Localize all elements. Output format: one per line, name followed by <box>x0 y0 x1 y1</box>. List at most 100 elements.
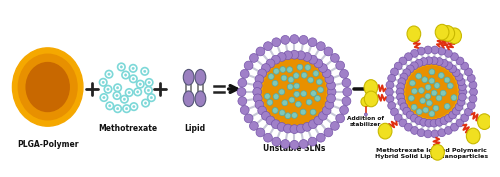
Circle shape <box>120 95 128 103</box>
Circle shape <box>144 87 152 94</box>
Circle shape <box>448 83 453 89</box>
Circle shape <box>244 61 253 70</box>
Circle shape <box>336 61 344 70</box>
Circle shape <box>398 98 406 106</box>
Circle shape <box>267 99 273 105</box>
Circle shape <box>450 123 458 131</box>
Text: Lipid: Lipid <box>184 124 205 133</box>
Circle shape <box>104 85 112 93</box>
Circle shape <box>302 53 312 61</box>
Circle shape <box>324 47 333 56</box>
Circle shape <box>422 107 428 113</box>
Circle shape <box>132 105 135 108</box>
Circle shape <box>416 109 422 115</box>
Ellipse shape <box>12 48 83 126</box>
Circle shape <box>456 119 464 127</box>
Circle shape <box>435 58 443 65</box>
Circle shape <box>254 81 262 90</box>
Circle shape <box>268 74 274 79</box>
Circle shape <box>425 57 433 65</box>
Circle shape <box>264 133 272 142</box>
Circle shape <box>457 98 465 106</box>
Ellipse shape <box>184 69 194 85</box>
Circle shape <box>300 91 306 97</box>
Circle shape <box>272 38 280 47</box>
Circle shape <box>400 103 408 111</box>
Circle shape <box>290 140 299 149</box>
Circle shape <box>126 89 133 96</box>
Ellipse shape <box>400 60 463 124</box>
Circle shape <box>444 103 450 109</box>
Circle shape <box>281 75 287 81</box>
Circle shape <box>324 128 333 137</box>
Circle shape <box>415 117 423 125</box>
Circle shape <box>264 93 270 99</box>
Text: Methotrexate loaded Polymeric
Hybrid Solid Lipid Nanoparticles: Methotrexate loaded Polymeric Hybrid Sol… <box>375 148 488 159</box>
Circle shape <box>279 89 284 95</box>
Text: PLGA-Polymer: PLGA-Polymer <box>17 140 78 149</box>
Circle shape <box>114 84 122 92</box>
Circle shape <box>325 75 334 84</box>
Circle shape <box>106 70 112 78</box>
Circle shape <box>404 53 412 61</box>
Circle shape <box>396 88 404 96</box>
Circle shape <box>148 81 150 84</box>
Circle shape <box>290 125 299 133</box>
Circle shape <box>330 121 340 130</box>
Circle shape <box>386 81 394 89</box>
Circle shape <box>343 87 351 96</box>
Circle shape <box>340 106 348 114</box>
Circle shape <box>438 129 446 137</box>
Circle shape <box>100 79 107 86</box>
Ellipse shape <box>448 28 462 44</box>
Circle shape <box>449 65 456 73</box>
Ellipse shape <box>263 60 326 124</box>
Circle shape <box>434 82 440 88</box>
Circle shape <box>457 78 465 86</box>
Circle shape <box>116 94 118 97</box>
Circle shape <box>114 92 120 99</box>
Circle shape <box>144 102 146 104</box>
Circle shape <box>433 105 439 111</box>
Circle shape <box>123 98 126 100</box>
Circle shape <box>326 81 336 90</box>
Ellipse shape <box>406 66 457 118</box>
Circle shape <box>403 107 410 115</box>
Circle shape <box>388 74 396 82</box>
Circle shape <box>469 95 477 103</box>
Circle shape <box>314 116 322 125</box>
Circle shape <box>399 57 407 65</box>
Circle shape <box>238 78 246 87</box>
Circle shape <box>132 67 134 70</box>
Circle shape <box>410 114 418 122</box>
Circle shape <box>316 42 325 51</box>
Circle shape <box>130 75 137 82</box>
Text: Addition of
stabilizer: Addition of stabilizer <box>348 116 385 127</box>
Circle shape <box>106 102 114 110</box>
Circle shape <box>296 51 306 60</box>
Circle shape <box>296 101 302 107</box>
Circle shape <box>316 79 322 85</box>
Circle shape <box>404 123 412 131</box>
Circle shape <box>148 89 150 92</box>
Circle shape <box>240 69 249 78</box>
Circle shape <box>107 88 109 90</box>
Circle shape <box>444 77 450 83</box>
Ellipse shape <box>18 54 77 120</box>
Circle shape <box>299 35 308 44</box>
Circle shape <box>256 47 265 56</box>
Circle shape <box>398 78 406 86</box>
Circle shape <box>322 69 331 78</box>
Ellipse shape <box>364 80 378 95</box>
Circle shape <box>282 100 288 106</box>
Circle shape <box>272 137 280 146</box>
Circle shape <box>388 102 396 110</box>
Circle shape <box>123 105 130 112</box>
Ellipse shape <box>26 62 69 112</box>
Circle shape <box>297 64 303 70</box>
Circle shape <box>410 49 418 57</box>
Circle shape <box>425 119 433 127</box>
Circle shape <box>440 90 446 96</box>
Circle shape <box>464 68 472 76</box>
Circle shape <box>455 73 463 81</box>
